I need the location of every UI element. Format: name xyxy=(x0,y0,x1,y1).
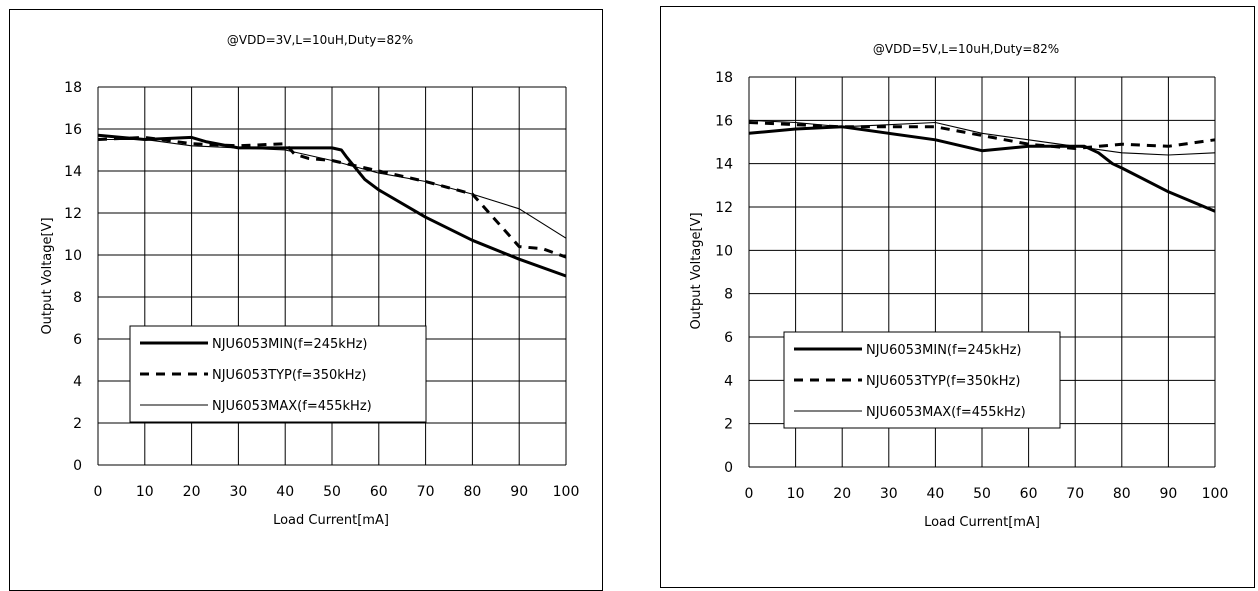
x-tick-label: 80 xyxy=(1113,486,1131,502)
x-tick-label: 70 xyxy=(417,484,435,500)
legend-label: NJU6053TYP(f=350kHz) xyxy=(866,374,1020,389)
x-tick-label: 10 xyxy=(787,486,805,502)
chart-title: @VDD=5V,L=10uH,Duty=82% xyxy=(873,42,1059,56)
y-tick-label: 6 xyxy=(73,332,82,348)
y-tick-label: 14 xyxy=(64,164,82,180)
y-tick-label: 8 xyxy=(724,287,733,303)
chart-0: 0 10 20 30 40 50 60 70 80 90 100 0 2 4 6 8 10 12 14 16 18 @VD… xyxy=(40,33,579,528)
y-tick-label: 12 xyxy=(64,206,82,222)
y-tick-label: 10 xyxy=(715,243,733,259)
y-axis-label: Output Voltage[V] xyxy=(689,212,704,329)
y-tick-label: 18 xyxy=(64,80,82,96)
x-tick-label: 0 xyxy=(745,486,754,502)
y-tick-label: 10 xyxy=(64,248,82,264)
x-tick-label: 50 xyxy=(323,484,341,500)
x-tick-label: 60 xyxy=(1020,486,1038,502)
series-line-thin xyxy=(748,119,1216,156)
y-tick-label: 0 xyxy=(724,460,733,476)
legend: NJU6053MIN(f=245kHz) NJU6053TYP(f=350kHz)… xyxy=(129,325,427,423)
legend: NJU6053MIN(f=245kHz) NJU6053TYP(f=350kHz)… xyxy=(783,331,1061,429)
x-tick-label: 90 xyxy=(510,484,528,500)
legend-label: NJU6053MAX(f=455kHz) xyxy=(212,399,372,414)
y-tick-label: 4 xyxy=(724,373,733,389)
y-tick-label: 8 xyxy=(73,290,82,306)
series-line-thick xyxy=(97,133,567,278)
y-tick-label: 16 xyxy=(715,113,733,129)
x-axis-label: Load Current[mA] xyxy=(924,515,1040,530)
y-tick-label: 12 xyxy=(715,200,733,216)
series-line-dashed xyxy=(97,135,567,259)
x-tick-label: 60 xyxy=(370,484,388,500)
x-tick-label: 30 xyxy=(880,486,898,502)
chart-title: @VDD=3V,L=10uH,Duty=82% xyxy=(227,33,413,47)
x-axis-label: Load Current[mA] xyxy=(273,513,389,528)
y-tick-label: 0 xyxy=(73,458,82,474)
y-axis-label: Output Voltage[V] xyxy=(40,217,55,334)
x-tick-label: 100 xyxy=(1202,486,1229,502)
x-tick-label: 100 xyxy=(553,484,580,500)
legend-label: NJU6053MAX(f=455kHz) xyxy=(866,405,1026,420)
x-tick-label: 40 xyxy=(926,486,944,502)
y-tick-label: 14 xyxy=(715,157,733,173)
y-tick-label: 16 xyxy=(64,122,82,138)
y-tick-label: 6 xyxy=(724,330,733,346)
x-tick-label: 0 xyxy=(94,484,103,500)
x-tick-label: 90 xyxy=(1159,486,1177,502)
x-tick-label: 70 xyxy=(1066,486,1084,502)
x-tick-label: 30 xyxy=(229,484,247,500)
x-tick-label: 80 xyxy=(463,484,481,500)
y-tick-label: 2 xyxy=(724,417,733,433)
y-tick-label: 2 xyxy=(73,416,82,432)
x-tick-label: 20 xyxy=(183,484,201,500)
x-tick-label: 20 xyxy=(833,486,851,502)
chart-panel-vdd5v xyxy=(660,6,1255,588)
y-tick-label: 4 xyxy=(73,374,82,390)
legend-label: NJU6053MIN(f=245kHz) xyxy=(212,337,368,352)
series-line-thin xyxy=(98,138,567,239)
legend-label: NJU6053TYP(f=350kHz) xyxy=(212,368,366,383)
x-tick-label: 50 xyxy=(973,486,991,502)
charts-canvas: 0 10 20 30 40 50 60 70 80 90 100024681012141618@VD… xyxy=(40,33,1228,530)
chart-panel-vdd3v xyxy=(9,9,603,591)
chart-1: 0 10 20 30 40 50 60 70 80 90 100 0 2 4 6 8 10 12 14 16 18 @VD… xyxy=(689,42,1228,530)
y-tick-label: 18 xyxy=(715,70,733,86)
legend-label: NJU6053MIN(f=245kHz) xyxy=(866,343,1022,358)
series-line-dashed xyxy=(748,121,1216,150)
x-tick-label: 10 xyxy=(136,484,154,500)
x-tick-label: 40 xyxy=(276,484,294,500)
